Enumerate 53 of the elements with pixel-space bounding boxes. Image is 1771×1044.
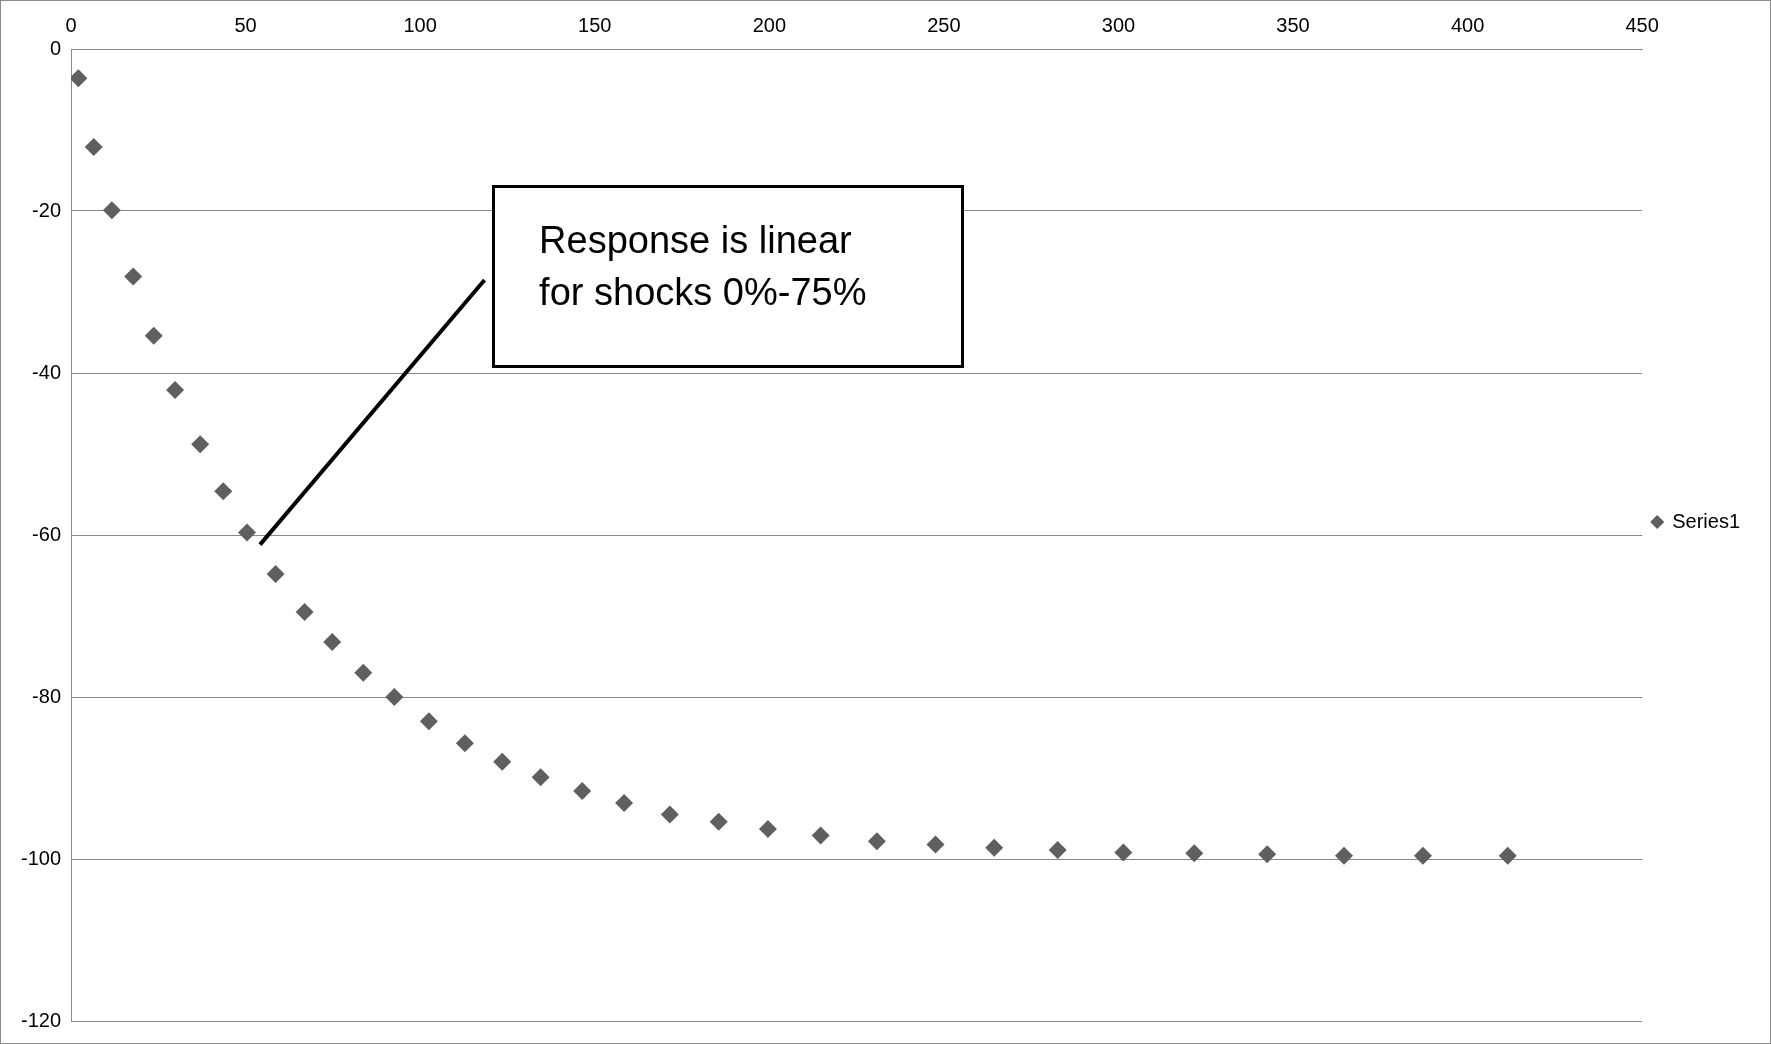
point <box>709 812 728 831</box>
point <box>124 267 143 286</box>
y-tick-label: -40 <box>32 360 62 383</box>
x-tick-label: 150 <box>578 13 612 36</box>
point <box>1258 845 1277 864</box>
x-tick-label: 400 <box>1450 13 1485 36</box>
y-tick-label: 0 <box>49 36 62 59</box>
y-tick-label: -100 <box>21 846 62 869</box>
point <box>266 564 285 583</box>
point <box>758 820 777 839</box>
point <box>71 69 88 88</box>
point <box>323 632 342 651</box>
point <box>867 832 886 851</box>
point <box>531 768 550 787</box>
point <box>1185 844 1204 863</box>
x-tick-label: 200 <box>752 13 787 36</box>
x-tick-label: 450 <box>1625 13 1659 36</box>
x-tick-label: 250 <box>927 13 961 36</box>
y-tick-label: -80 <box>32 684 62 707</box>
callout-box: Response is linear for shocks 0%-75% <box>492 185 965 369</box>
point <box>419 712 438 731</box>
point <box>1335 846 1354 865</box>
point <box>811 826 830 845</box>
point <box>144 326 163 345</box>
point <box>191 435 210 454</box>
point <box>166 381 185 400</box>
point <box>493 752 512 771</box>
x-tick-label: 0 <box>65 13 77 36</box>
point <box>295 602 314 621</box>
x-tick-label: 350 <box>1276 13 1310 36</box>
point <box>84 138 103 157</box>
point <box>660 805 679 824</box>
point <box>1498 846 1517 865</box>
point <box>1114 843 1133 862</box>
point <box>926 835 945 854</box>
point <box>238 523 256 542</box>
point <box>985 838 1004 857</box>
legend-label: Series1 <box>1672 509 1740 532</box>
point <box>385 688 404 706</box>
y-tick-label: -60 <box>32 522 62 545</box>
point <box>455 734 474 753</box>
point <box>214 482 233 501</box>
x-tick-label: 100 <box>403 13 437 36</box>
point <box>354 663 373 682</box>
point <box>615 794 634 813</box>
x-tick-label: 50 <box>234 13 257 36</box>
x-tick-label: 300 <box>1101 13 1136 36</box>
y-tick-label: -120 <box>21 1008 62 1031</box>
y-tick-label: -20 <box>32 198 62 221</box>
point <box>1413 846 1432 865</box>
point <box>573 781 592 800</box>
point <box>102 201 121 220</box>
point <box>1048 841 1067 860</box>
